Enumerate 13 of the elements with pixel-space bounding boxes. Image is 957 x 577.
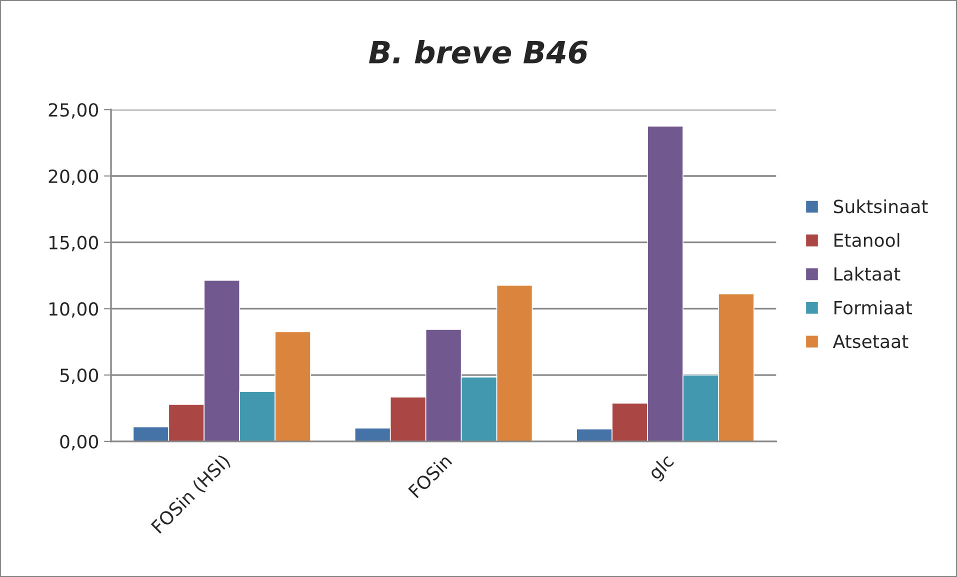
x-tick-label: glc (647, 453, 677, 483)
legend-label: Atsetaat (832, 334, 908, 348)
y-tick-label: 5,00 (60, 368, 98, 384)
chart-title: B. breve B46 (368, 40, 588, 64)
y-tick-label: 15,00 (50, 236, 98, 252)
y-tick-label: 0,00 (60, 434, 98, 450)
legend-label: Laktaat (834, 266, 900, 281)
legend-label: Suktsinaat (834, 199, 928, 214)
legend-label: Formiaat (834, 300, 912, 314)
y-tick-label: 20,00 (48, 169, 98, 185)
legend-label: Etanool (834, 233, 900, 248)
y-tick-label: 25,00 (48, 103, 98, 119)
y-tick-label: 10,00 (50, 302, 98, 318)
